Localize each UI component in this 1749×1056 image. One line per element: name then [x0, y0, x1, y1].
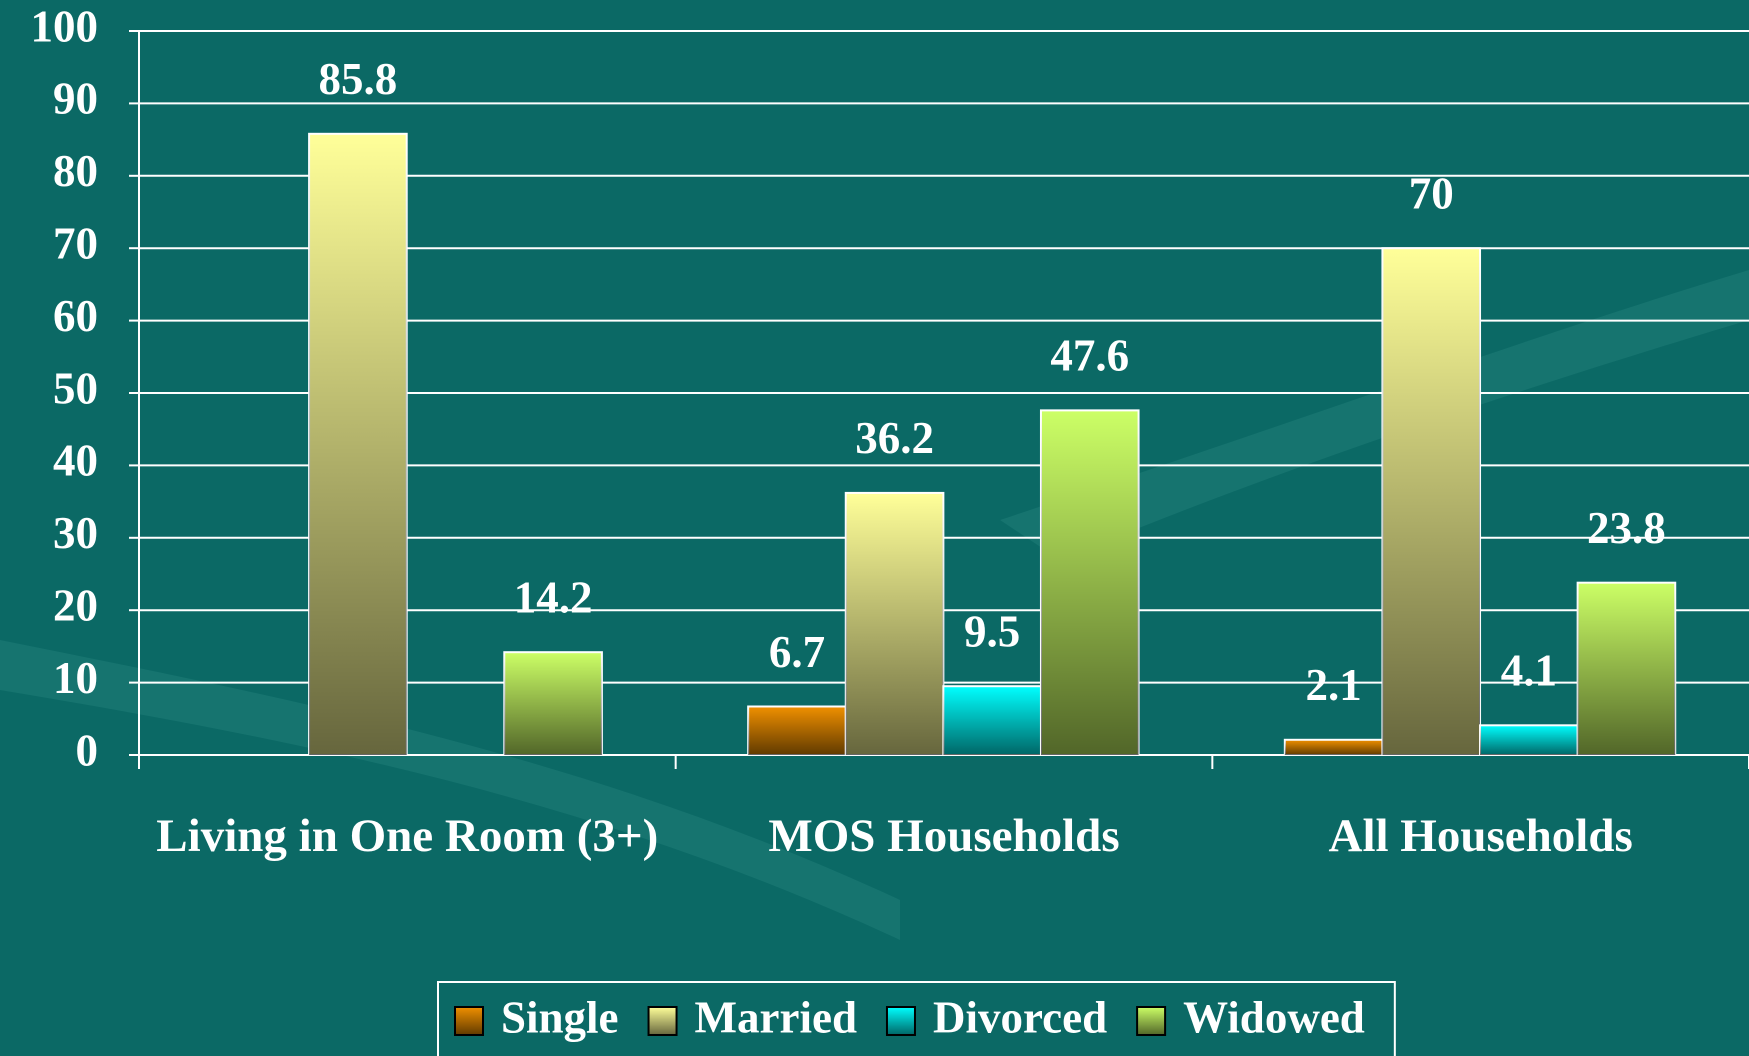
y-tick-label: 70 — [53, 219, 98, 269]
bar-shade — [1284, 739, 1383, 755]
legend-label: Single — [501, 992, 619, 1042]
data-label: 6.7 — [769, 627, 825, 677]
bar-shade — [748, 706, 846, 755]
y-tick-label: 0 — [76, 725, 99, 775]
bar-shade — [1382, 248, 1481, 755]
data-label: 9.5 — [964, 607, 1020, 657]
y-tick-label: 90 — [53, 74, 98, 124]
bar-shade — [1577, 582, 1676, 755]
legend-label: Divorced — [933, 992, 1107, 1042]
y-tick-label: 50 — [53, 363, 98, 413]
legend-box — [437, 981, 1396, 1056]
bar-shade — [845, 492, 944, 755]
x-tick-label: MOS Households — [768, 810, 1120, 862]
y-tick-label: 60 — [53, 291, 98, 341]
data-label: 85.8 — [319, 54, 398, 104]
bar-shade — [504, 652, 602, 755]
bar-shade — [1480, 725, 1578, 755]
bar-shade — [1040, 410, 1139, 755]
background-swoosh — [1000, 270, 1749, 560]
data-label: 4.1 — [1501, 646, 1557, 696]
legend-label: Widowed — [1183, 992, 1365, 1042]
data-label: 47.6 — [1050, 331, 1129, 381]
data-label: 2.1 — [1306, 660, 1362, 710]
data-label: 14.2 — [514, 573, 593, 623]
x-tick-label: All Households — [1328, 810, 1633, 862]
y-tick-label: 10 — [53, 653, 98, 703]
legend-swatch-shade — [1137, 1007, 1166, 1035]
legend-swatch-shade — [886, 1007, 915, 1035]
y-tick-label: 40 — [53, 436, 98, 486]
legend-label: Married — [695, 992, 857, 1042]
data-label: 23.8 — [1587, 503, 1666, 553]
bar-shade — [943, 686, 1041, 755]
data-label: 70 — [1409, 169, 1454, 219]
legend: Single Married Divorced Widowed — [437, 981, 1396, 1056]
data-label: 36.2 — [855, 413, 934, 463]
legend-swatch-shade — [648, 1007, 677, 1035]
y-tick-label: 30 — [53, 508, 98, 558]
bar-shade — [309, 133, 407, 756]
y-tick-label: 100 — [31, 1, 99, 51]
y-tick-label: 20 — [53, 581, 98, 631]
legend-swatch-shade — [455, 1007, 483, 1035]
background-swoosh — [0, 640, 900, 940]
y-tick-label: 80 — [53, 146, 98, 196]
x-tick-label: Living in One Room (3+) — [156, 810, 659, 862]
